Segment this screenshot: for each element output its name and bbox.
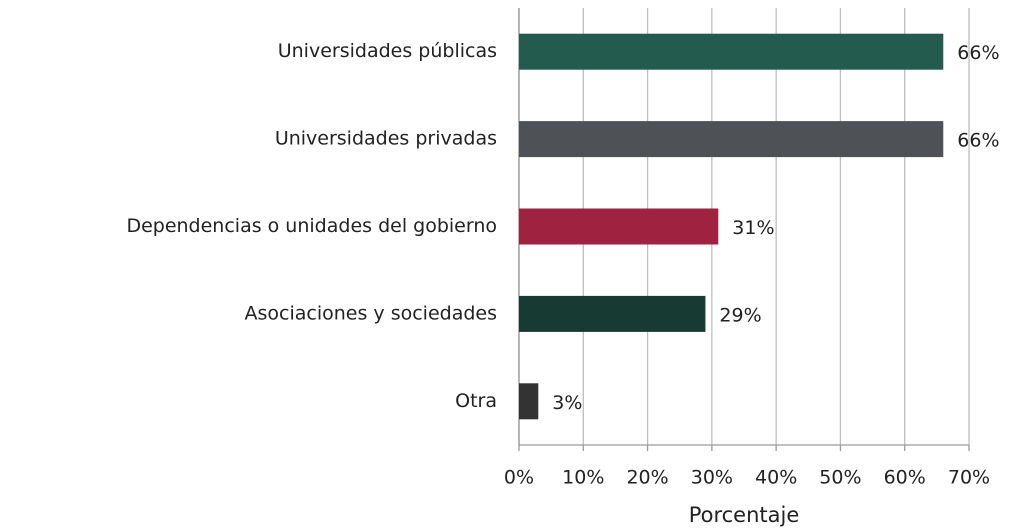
bar [519,33,944,70]
bar [519,383,539,420]
bar [519,295,706,332]
x-tick-label: 20% [626,467,668,489]
data-label: 31% [732,217,774,239]
data-label: 66% [957,42,999,64]
x-axis-title: Porcentaje [689,503,800,527]
x-tick-label: 60% [884,467,926,489]
y-tick-label: Universidades públicas [278,40,497,62]
data-label: 3% [552,392,582,414]
y-tick-label: Universidades privadas [275,128,497,150]
bar [519,121,944,158]
x-tick-label: 40% [755,467,797,489]
x-tick-label: 10% [562,467,604,489]
x-tick-label: 70% [948,467,990,489]
y-tick-label: Otra [455,390,497,412]
y-tick-label: Dependencias o unidades del gobierno [126,215,497,237]
data-label: 29% [719,304,761,326]
x-tick-label: 50% [819,467,861,489]
bar [519,208,719,245]
x-tick-label: 30% [691,467,733,489]
x-tick-label: 0% [504,467,534,489]
data-label: 66% [957,130,999,152]
y-tick-label: Asociaciones y sociedades [245,302,497,324]
